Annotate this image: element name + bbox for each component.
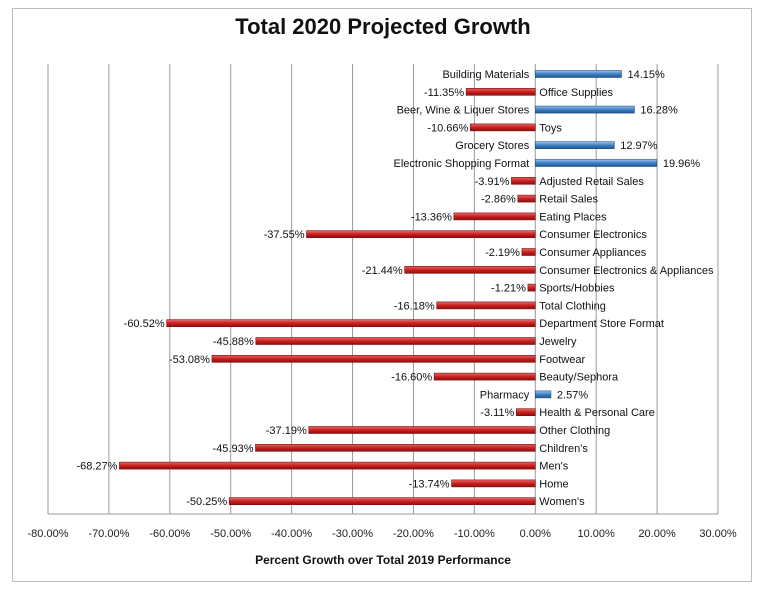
category-label: Footwear [539,354,585,366]
data-label: -2.19% [485,247,520,259]
category-label: Total Clothing [539,300,606,312]
category-label: Toys [539,122,562,134]
bar [211,354,536,363]
x-tick-label: -80.00% [28,528,69,540]
data-label: -16.60% [391,372,432,384]
category-label: Retail Sales [539,194,598,206]
category-label: Men's [539,461,568,473]
bar [255,443,536,452]
category-label: Electronic Shopping Format [394,158,530,170]
category-label: Other Clothing [539,425,610,437]
bar [166,319,536,328]
x-tick-label: -30.00% [332,528,373,540]
bar [433,372,536,381]
bar [436,301,536,310]
category-label: Consumer Electronics & Appliances [539,265,714,277]
x-tick-label: -10.00% [454,528,495,540]
bar [228,497,536,506]
x-tick-label: 10.00% [578,528,616,540]
bar [534,159,658,167]
data-label: -11.35% [424,87,464,99]
bar [306,230,536,238]
data-label: -68.27% [76,461,117,473]
bar [534,141,615,149]
bar [404,265,536,274]
x-tick-label: 0.00% [520,528,551,540]
bar [534,70,622,78]
x-tick-label: 20.00% [638,528,676,540]
x-tick-label: -60.00% [149,528,190,540]
category-label: Adjusted Retail Sales [539,176,644,188]
data-label: -13.74% [409,478,450,490]
x-axis-label: Percent Growth over Total 2019 Performan… [255,553,511,567]
bar [451,479,536,488]
bar [255,337,536,345]
bar [511,177,536,185]
bar [521,248,536,256]
data-label: -50.25% [186,496,227,508]
data-label: 14.15% [627,69,665,81]
x-tick-label: -70.00% [88,528,129,540]
bar [534,105,635,114]
category-label: Consumer Electronics [539,229,647,241]
category-label: Office Supplies [539,87,613,99]
bar [517,194,536,203]
bar [453,212,536,221]
category-label: Jewelry [539,336,577,348]
data-label: -3.11% [480,407,514,419]
data-label: -45.88% [213,336,254,348]
data-label: -13.36% [411,211,452,223]
data-label: -37.55% [264,229,305,241]
data-label: -16.18% [394,300,435,312]
category-label: Beer, Wine & Liquer Stores [397,105,530,117]
data-label: -3.91% [475,176,510,188]
x-tick-label: -50.00% [210,528,251,540]
data-label: -10.66% [427,122,468,134]
category-label: Consumer Appliances [539,247,647,259]
category-label: Building Materials [442,69,529,81]
bar [119,461,536,470]
data-label: 12.97% [620,140,658,152]
category-label: Home [539,478,568,490]
category-label: Eating Places [539,211,607,223]
data-label: -60.52% [124,318,165,330]
data-label: -37.19% [266,425,307,437]
bar [465,88,536,96]
data-label: -21.44% [362,265,403,277]
data-label: -2.86% [481,194,516,206]
data-label: 16.28% [640,105,678,117]
x-tick-label: -20.00% [393,528,434,540]
bar [308,426,536,434]
x-tick-label: 30.00% [699,528,737,540]
chart-frame [12,8,752,582]
chart-title: Total 2020 Projected Growth [235,14,531,39]
category-label: Beauty/Sephora [539,372,619,384]
category-label: Sports/Hobbies [539,283,615,295]
data-label: -53.08% [169,354,210,366]
bar [470,123,536,132]
data-label: -45.93% [213,443,254,455]
bar [516,408,536,417]
bar [527,283,536,292]
x-tick-label: -40.00% [271,528,312,540]
category-label: Children's [539,443,588,455]
category-label: Health & Personal Care [539,407,655,419]
data-label: 19.96% [663,158,701,170]
category-label: Department Store Format [539,318,664,330]
bar [534,390,552,399]
category-label: Grocery Stores [455,140,529,152]
category-label: Pharmacy [480,389,530,401]
data-label: 2.57% [557,389,588,401]
category-label: Women's [539,496,585,508]
data-label: -1.21% [491,283,526,295]
